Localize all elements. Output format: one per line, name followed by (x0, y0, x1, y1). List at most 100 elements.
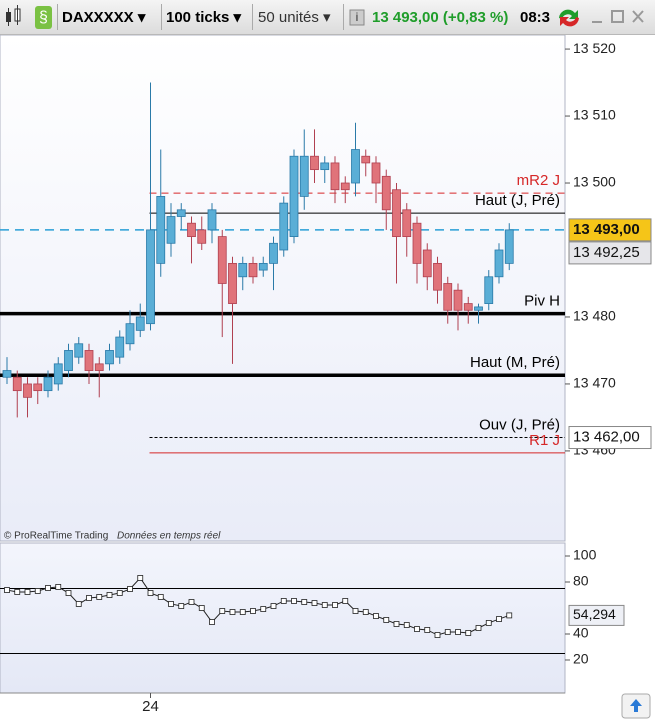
indicator-point (96, 594, 103, 600)
toolbar: § DAXXXXX ▾ 100 ticks ▾ 50 unités ▾ i 13… (0, 0, 655, 35)
candle-body (310, 155, 319, 171)
symbol-selector[interactable]: DAXXXXX ▾ (62, 9, 146, 26)
indicator-point (301, 599, 308, 605)
candle-body (494, 249, 504, 278)
candle-body (361, 155, 371, 164)
candle-body (371, 162, 381, 184)
price-marker (568, 426, 652, 450)
candle-body (156, 196, 166, 264)
indicator-point (270, 603, 277, 609)
candle-body (125, 323, 135, 345)
x-tick-label: 24 (142, 698, 159, 715)
indicator-point (229, 609, 236, 615)
indicator-point (465, 630, 472, 636)
refresh-icon[interactable] (559, 9, 578, 19)
candle-body (453, 289, 463, 311)
indicator-point (311, 600, 318, 606)
info-icon[interactable]: i (348, 0, 366, 35)
candle-body (289, 155, 299, 237)
candle-body (351, 149, 360, 184)
indicator-point (65, 590, 72, 596)
candle-body (340, 182, 350, 191)
indicator-point (147, 590, 154, 596)
candle-body (105, 350, 114, 365)
units: 50 unités (258, 9, 319, 26)
indicator-point (342, 598, 349, 604)
candle-body (94, 363, 104, 371)
indicator-point (239, 609, 246, 615)
candle-body (422, 249, 432, 278)
indicator-point (55, 584, 62, 590)
level-label: R1 J (529, 432, 560, 449)
feed-note: Données en temps réel (117, 531, 221, 542)
candle-body (74, 343, 84, 358)
indicator-panel (0, 542, 566, 694)
indicator-point (506, 612, 513, 619)
indicator-point (157, 594, 164, 600)
candle-body (402, 209, 412, 237)
indicator-point (137, 575, 144, 581)
indicator-point (352, 608, 359, 614)
indicator-point (485, 620, 492, 626)
indicator-point (106, 592, 113, 598)
indicator-point (209, 619, 215, 625)
chart: © ProRealTime Trading Données en temps r… (0, 35, 652, 719)
svg-text:§: § (39, 9, 48, 26)
y-tick-label: 13 510 (573, 107, 616, 123)
indicator-point (45, 585, 51, 591)
indicator-point (373, 613, 379, 619)
indicator-point (250, 608, 256, 614)
candle-icon[interactable] (3, 0, 25, 35)
maximize[interactable] (611, 10, 624, 23)
candle-body (228, 262, 237, 304)
candle-body (33, 383, 43, 392)
indicator-point (383, 617, 390, 623)
svg-text:i: i (356, 10, 359, 24)
candle-body (135, 316, 145, 331)
interval: 100 ticks (166, 9, 230, 26)
interval-selector[interactable]: 100 ticks ▾ (166, 9, 242, 26)
indicator-point (116, 590, 123, 596)
indicator-point (291, 598, 297, 604)
candle-body (258, 262, 268, 271)
indicator-point (362, 609, 369, 615)
candle-body (392, 189, 401, 237)
value-box (568, 604, 625, 626)
indicator-point (414, 626, 420, 632)
copyright: © ProRealTime Trading (4, 531, 108, 542)
candle-body (207, 209, 217, 231)
indicator-point (393, 621, 400, 627)
candle-body (320, 162, 330, 171)
level-label: mR2 J (517, 172, 560, 189)
candle-body (12, 376, 22, 392)
level-label: Haut (J, Pré) (475, 192, 560, 209)
candle-body (115, 336, 125, 358)
y-tick-label: 20 (573, 651, 589, 667)
candle-body (64, 350, 73, 371)
indicator-point (24, 589, 31, 595)
indicator-point (198, 605, 205, 611)
candle-body (484, 276, 494, 304)
value-label: 54,294 (573, 606, 616, 622)
y-tick-label: 80 (573, 573, 589, 589)
indicator-point (403, 622, 410, 628)
units-selector[interactable]: 50 unités ▾ (258, 9, 331, 26)
candle-body (217, 236, 227, 284)
candle-body (279, 202, 289, 251)
indicator-point (260, 606, 267, 612)
y-tick-label: 100 (573, 547, 597, 563)
indicator-point (168, 601, 174, 607)
refresh-icon-b[interactable] (560, 17, 579, 27)
close[interactable] (632, 10, 644, 23)
indicator-point (332, 602, 338, 608)
price-marker-label: 13 492,25 (573, 244, 640, 261)
link-icon[interactable]: § (33, 0, 55, 35)
candle-body (412, 222, 422, 264)
candle-body (330, 162, 340, 191)
indicator-point (434, 632, 441, 638)
indicator-point (321, 602, 328, 608)
level-label: Piv H (524, 293, 560, 310)
y-tick-label: 13 500 (573, 174, 616, 190)
indicator-point (188, 599, 195, 605)
candle-body (176, 209, 186, 217)
